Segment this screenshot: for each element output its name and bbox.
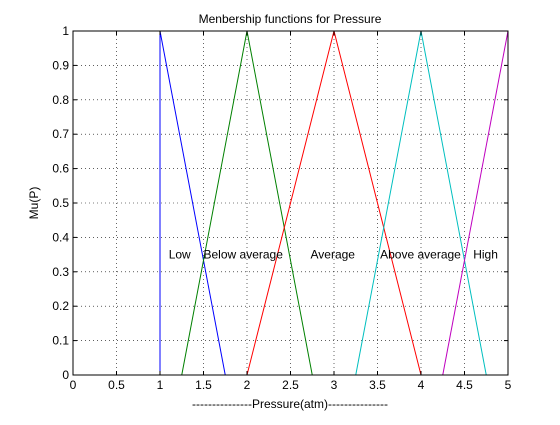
x-tick-label: 1 xyxy=(157,378,164,392)
x-tick-label: 0.5 xyxy=(108,378,125,392)
y-tick-label: 0.4 xyxy=(52,230,69,244)
annotation-label: Below average xyxy=(204,248,284,262)
series-line xyxy=(442,30,509,376)
annotations: Low Below average Average Above average High xyxy=(169,248,498,262)
x-axis-label: ---------------Pressure(atm)------------… xyxy=(192,397,388,411)
x-tick-label: 5 xyxy=(505,378,512,392)
annotation-label: Low xyxy=(169,248,191,262)
annotation-label: High xyxy=(473,248,498,262)
annotation-label: Average xyxy=(311,248,356,262)
chart-title: Menbership functions for Pressure xyxy=(199,12,382,26)
y-tick-label: 0.7 xyxy=(52,127,69,141)
x-tick-label: 4.5 xyxy=(456,378,473,392)
y-tick-label: 0.1 xyxy=(52,334,69,348)
y-tick-label: 1 xyxy=(62,24,69,38)
x-tick-label: 0 xyxy=(70,378,77,392)
x-tick-label: 2.5 xyxy=(282,378,299,392)
y-tick-label: 0 xyxy=(62,368,69,382)
axis-ticks: 0 0.5 1 1.5 2 2.5 3 3.5 4 4.5 5 0 0.1 0.2 0.3 0.4 0.5 0.6… xyxy=(52,24,511,392)
x-tick-label: 2 xyxy=(244,378,251,392)
x-tick-label: 1.5 xyxy=(195,378,212,392)
y-tick-label: 0.6 xyxy=(52,162,69,176)
annotation-label: Above average xyxy=(380,248,461,262)
x-tick-label: 4 xyxy=(418,378,425,392)
y-tick-label: 0.9 xyxy=(52,58,69,72)
y-tick-label: 0.8 xyxy=(52,93,69,107)
y-tick-label: 0.5 xyxy=(52,196,69,210)
y-tick-label: 0.2 xyxy=(52,299,69,313)
y-axis-label: Mu(P) xyxy=(27,187,41,220)
x-tick-label: 3 xyxy=(331,378,338,392)
x-tick-label: 3.5 xyxy=(369,378,386,392)
y-tick-label: 0.3 xyxy=(52,265,69,279)
